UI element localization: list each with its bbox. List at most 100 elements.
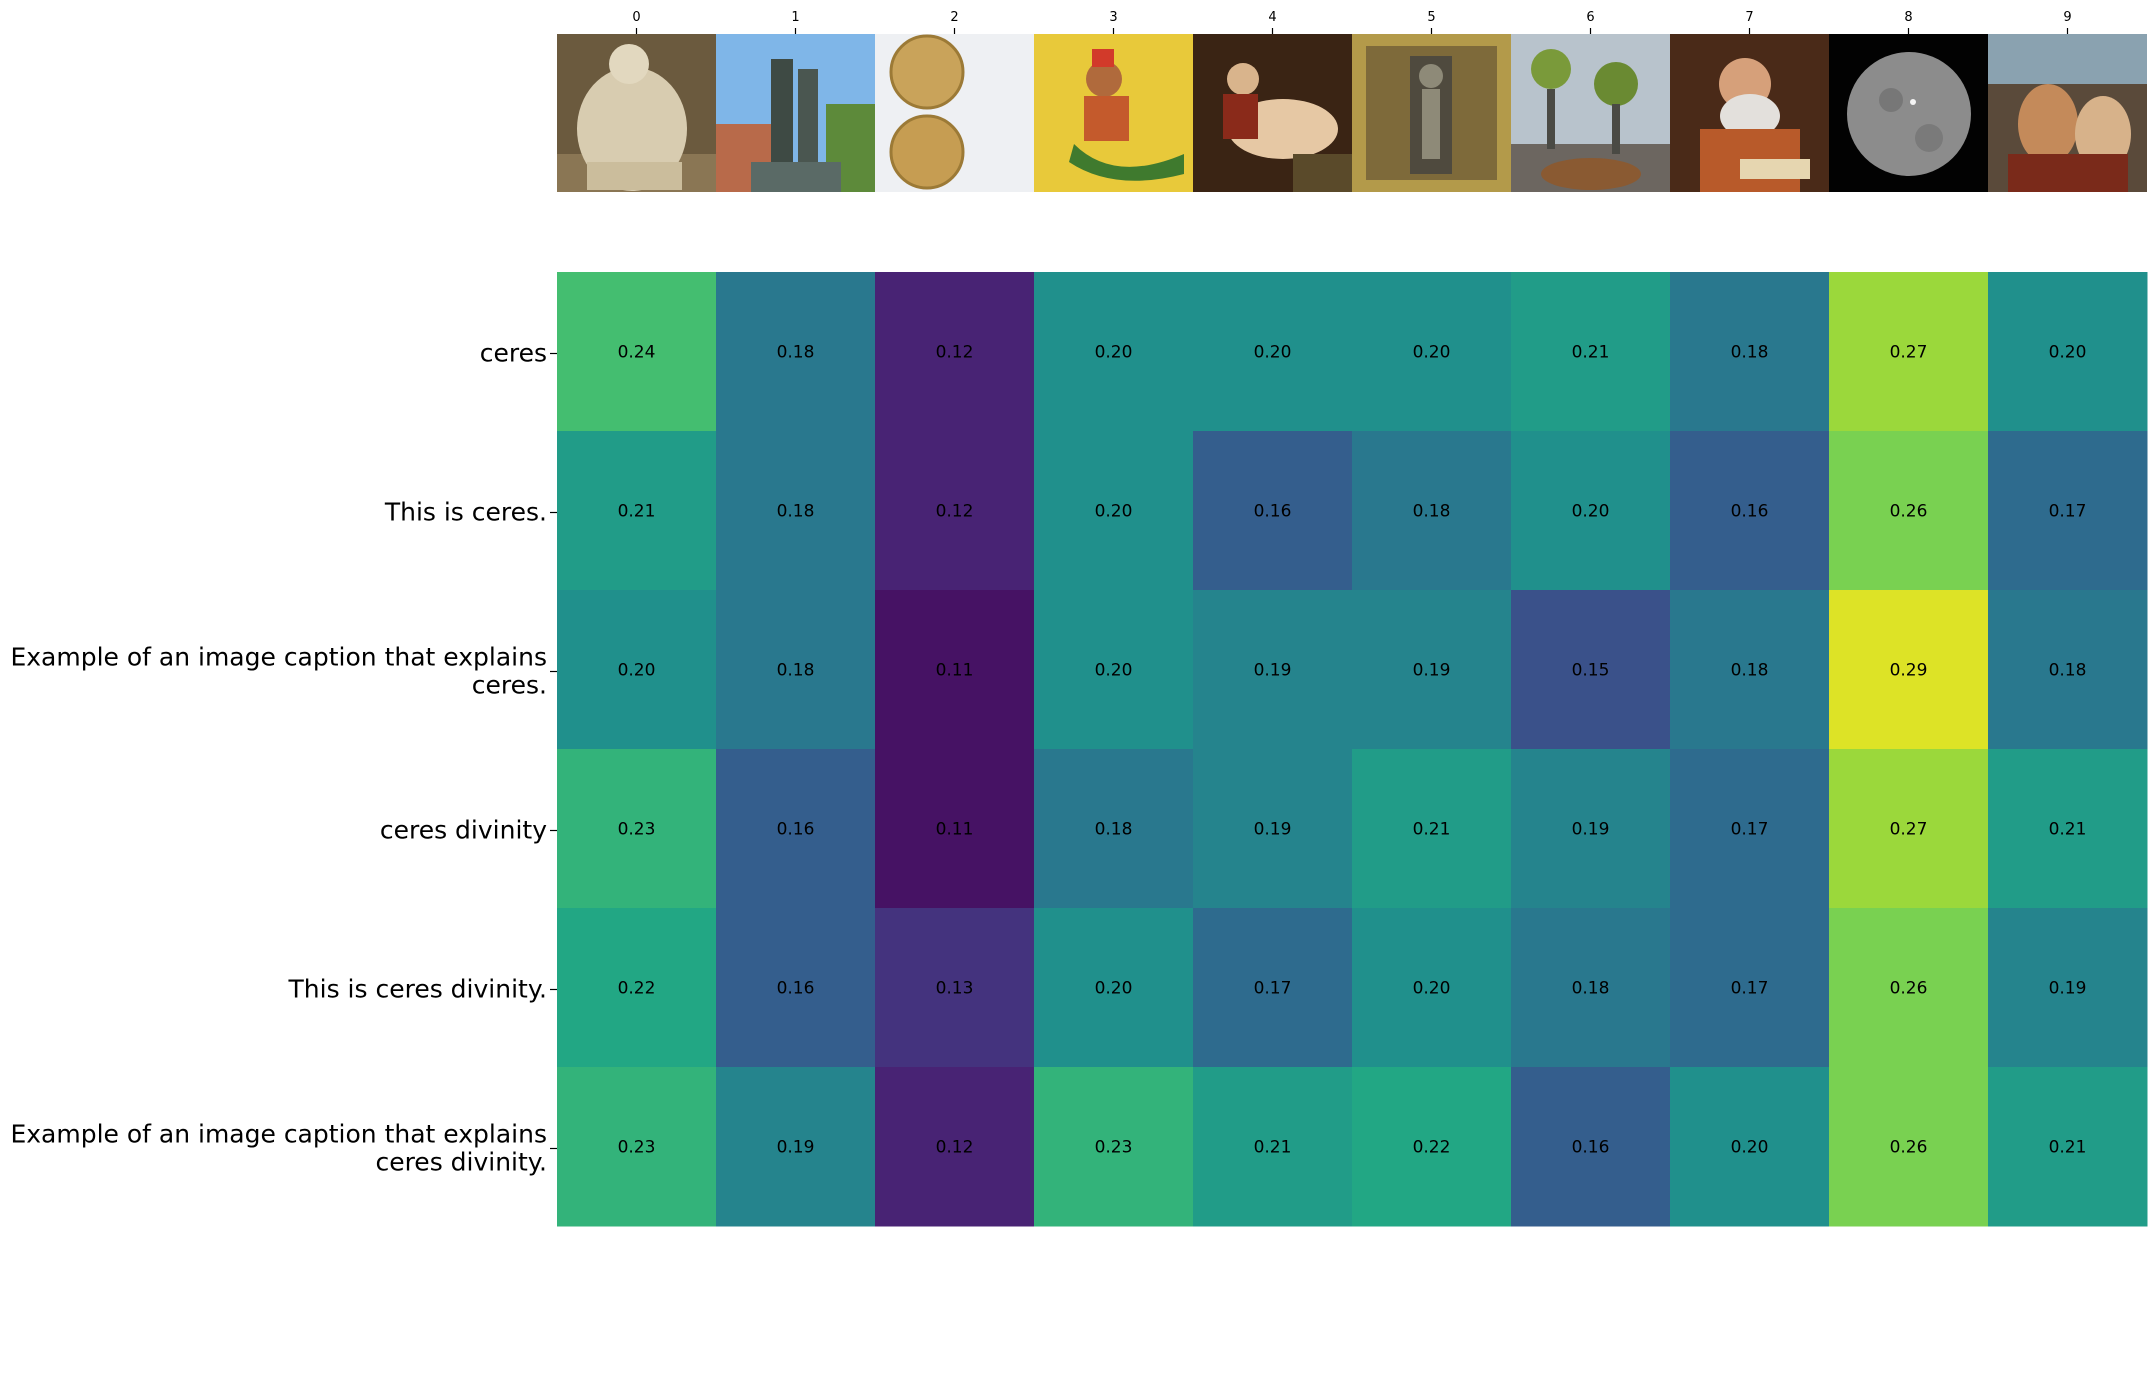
heatmap-cell xyxy=(1829,431,1989,591)
cell-value-label: 0.27 xyxy=(1890,820,1928,840)
heatmap-cell xyxy=(875,431,1035,591)
heatmap-cell xyxy=(1670,590,1830,750)
cell-value-label: 0.20 xyxy=(1572,502,1610,522)
heatmap-cell xyxy=(875,908,1035,1068)
baroque-painting-thumbnail xyxy=(1193,34,1352,192)
heatmap-cell xyxy=(875,590,1035,750)
heatmap-cell xyxy=(1352,272,1512,432)
cell-value-label: 0.18 xyxy=(1731,661,1769,681)
heatmap-cell xyxy=(1511,272,1671,432)
cell-value-label: 0.21 xyxy=(1254,1138,1292,1158)
heatmap-cell xyxy=(1511,431,1671,591)
heatmap-cell xyxy=(1829,908,1989,1068)
heatmap-cell xyxy=(1511,749,1671,909)
cell-value-label: 0.19 xyxy=(1254,661,1292,681)
cell-value-label: 0.16 xyxy=(1254,502,1292,522)
cell-value-label: 0.17 xyxy=(1254,979,1292,999)
cell-value-label: 0.16 xyxy=(1572,1138,1610,1158)
heatmap-cell xyxy=(1193,590,1353,750)
column-tick-label: 6 xyxy=(1586,10,1594,25)
cell-value-label: 0.15 xyxy=(1572,661,1610,681)
heatmap-cell xyxy=(557,1067,717,1227)
heatmap-cell xyxy=(1670,908,1830,1068)
heatmap-cell xyxy=(557,590,717,750)
cell-value-label: 0.20 xyxy=(2049,343,2087,363)
cell-value-label: 0.27 xyxy=(1890,343,1928,363)
cell-value-label: 0.18 xyxy=(777,502,815,522)
cell-value-label: 0.19 xyxy=(1572,820,1610,840)
heatmap-cell xyxy=(1829,749,1989,909)
cell-value-label: 0.20 xyxy=(1095,661,1133,681)
heatmap-cell xyxy=(1988,749,2148,909)
cell-value-label: 0.19 xyxy=(2049,979,2087,999)
heatmap-cell xyxy=(1988,272,2148,432)
column-tick-label: 3 xyxy=(1109,10,1117,25)
column-tick-label: 5 xyxy=(1427,10,1435,25)
cell-value-label: 0.18 xyxy=(777,343,815,363)
heatmap-cell xyxy=(1670,1067,1830,1227)
mermaid-illustration-thumbnail xyxy=(1034,34,1193,192)
heatmap-cell xyxy=(1511,908,1671,1068)
street-sculpture-thumbnail xyxy=(1511,34,1670,192)
cell-value-label: 0.23 xyxy=(618,1138,656,1158)
heatmap-cell xyxy=(1352,590,1512,750)
heatmap-cell xyxy=(1511,590,1671,750)
heatmap-cell xyxy=(557,908,717,1068)
cell-value-label: 0.11 xyxy=(936,820,974,840)
cell-value-label: 0.20 xyxy=(1095,343,1133,363)
cell-value-label: 0.17 xyxy=(2049,502,2087,522)
heatmap-cell xyxy=(716,1067,876,1227)
cell-value-label: 0.22 xyxy=(618,979,656,999)
cell-value-label: 0.20 xyxy=(618,661,656,681)
scholar-painting-thumbnail xyxy=(1670,34,1829,192)
cell-value-label: 0.19 xyxy=(1254,820,1292,840)
heatmap-cell xyxy=(1511,1067,1671,1227)
heatmap-cell xyxy=(716,272,876,432)
heatmap-cell xyxy=(557,272,717,432)
cell-value-label: 0.12 xyxy=(936,1138,974,1158)
cell-value-label: 0.21 xyxy=(618,502,656,522)
cell-value-label: 0.16 xyxy=(777,979,815,999)
heatmap-cell xyxy=(1034,590,1194,750)
cell-value-label: 0.21 xyxy=(1572,343,1610,363)
dwarf-planet-thumbnail xyxy=(1829,34,1988,192)
column-tick-label: 2 xyxy=(950,10,958,25)
column-tick-label: 8 xyxy=(1904,10,1912,25)
heatmap-cell xyxy=(1034,749,1194,909)
heatmap-cell xyxy=(557,749,717,909)
heatmap-cell xyxy=(1034,272,1194,432)
heatmap-cell xyxy=(557,431,717,591)
thumbnail-strip xyxy=(557,34,2147,192)
column-tick-label: 9 xyxy=(2063,10,2071,25)
cell-value-label: 0.24 xyxy=(618,343,656,363)
heatmap-cell xyxy=(1193,908,1353,1068)
cell-value-label: 0.18 xyxy=(1095,820,1133,840)
cell-value-label: 0.12 xyxy=(936,502,974,522)
bronze-statue-thumbnail xyxy=(716,34,875,192)
heatmap-cell xyxy=(1193,749,1353,909)
heatmap-cells: 0.24 0.18 0.12 0.20 0.20 0.20 0.21 0.18 0.27 0.20… xyxy=(557,272,2148,1227)
heatmap-cell xyxy=(1670,272,1830,432)
cell-value-label: 0.17 xyxy=(1731,979,1769,999)
cell-value-label: 0.13 xyxy=(936,979,974,999)
row-label: Example of an image caption that explain… xyxy=(10,1120,547,1177)
cell-value-label: 0.22 xyxy=(1413,1138,1451,1158)
cell-value-label: 0.26 xyxy=(1890,502,1928,522)
row-label: This is ceres divinity. xyxy=(288,975,547,1004)
cell-value-label: 0.21 xyxy=(2049,1138,2087,1158)
column-tick-label: 4 xyxy=(1268,10,1276,25)
cell-value-label: 0.29 xyxy=(1890,661,1928,681)
heatmap-cell xyxy=(1670,749,1830,909)
heatmap-cell xyxy=(875,749,1035,909)
cell-value-label: 0.18 xyxy=(777,661,815,681)
row-label: Example of an image caption that explain… xyxy=(10,643,547,700)
gold-coins-thumbnail xyxy=(875,34,1034,192)
cell-value-label: 0.20 xyxy=(1254,343,1292,363)
heatmap-cell xyxy=(1988,431,2148,591)
cell-value-label: 0.23 xyxy=(618,820,656,840)
heatmap-cell xyxy=(1193,431,1353,591)
row-label: This is ceres. xyxy=(384,498,547,527)
heatmap-cell xyxy=(1034,431,1194,591)
cell-value-label: 0.20 xyxy=(1095,502,1133,522)
